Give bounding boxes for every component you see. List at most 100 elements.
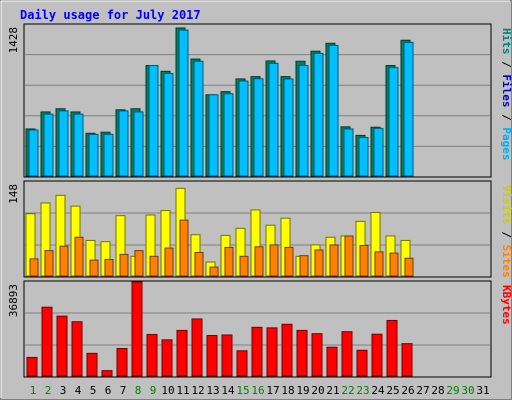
bar-sites-day-17 [269,244,279,277]
bar-sites-day-8 [134,250,144,277]
bar-kbytes-day-2 [41,306,53,377]
y-max-label-hits: 1428 [7,27,20,54]
bar-kbytes-day-20 [311,333,323,377]
bar-sites-day-15 [239,255,249,277]
x-tick-day-16: 16 [251,384,264,397]
bar-pages-day-13 [208,94,219,177]
legend-separator: / [500,55,512,75]
bar-kbytes-day-18 [281,323,293,377]
bar-pages-day-1 [28,129,39,177]
bar-pages-day-21 [328,44,339,177]
bar-pages-day-20 [313,52,324,177]
bar-sites-day-26 [404,257,414,277]
panel-visits: 148 Visits / Sites [7,180,512,278]
bar-sites-day-18 [284,246,294,277]
x-tick-day-30: 30 [461,384,474,397]
bar-pages-day-4 [73,113,84,177]
series-legend-visits: Visits / Sites [500,185,512,278]
bar-sites-day-2 [44,250,54,277]
bar-kbytes-day-1 [26,356,38,377]
bar-pages-day-9 [148,64,159,177]
bar-kbytes-day-8 [131,281,143,377]
bar-sites-day-3 [59,245,69,277]
x-tick-day-25: 25 [386,384,399,397]
chart-panels: 1428 Hits / Files / Pages 148 Visits / Site… [7,23,512,378]
bar-sites-day-10 [164,247,174,277]
bar-pages-day-5 [88,133,99,177]
bar-pages-day-17 [268,62,279,177]
x-tick-day-24: 24 [371,384,385,397]
series-legend-hits: Hits / Files / Pages [500,28,512,161]
bar-kbytes-day-12 [191,318,203,377]
bar-pages-day-25 [388,67,399,177]
bar-kbytes-day-10 [161,339,173,377]
x-tick-day-15: 15 [236,384,249,397]
x-tick-day-7: 7 [120,384,127,397]
x-tick-day-17: 17 [266,384,279,397]
bar-sites-day-13 [209,266,219,277]
bar-sites-day-9 [149,255,159,277]
x-tick-day-26: 26 [401,384,414,397]
bar-pages-day-16 [253,78,264,177]
x-tick-day-13: 13 [206,384,219,397]
x-tick-day-1: 1 [30,384,37,397]
bar-kbytes-day-13 [206,334,218,377]
bar-sites-day-12 [194,252,204,277]
y-max-label-kbytes: 36893 [7,284,20,317]
legend-visits: Visits [500,185,512,225]
bar-pages-day-14 [223,93,234,177]
x-tick-day-5: 5 [90,384,97,397]
x-tick-day-29: 29 [446,384,459,397]
legend-sites: Sites [500,245,512,278]
bar-kbytes-day-16 [251,326,263,377]
bar-sites-day-16 [254,246,264,277]
bar-pages-day-12 [193,60,204,177]
x-tick-day-11: 11 [176,384,189,397]
bar-sites-day-25 [389,252,399,277]
x-tick-day-3: 3 [60,384,67,397]
bar-kbytes-day-9 [146,333,158,377]
x-tick-day-6: 6 [105,384,112,397]
bar-pages-day-7 [118,110,129,177]
bar-kbytes-day-17 [266,327,278,377]
x-axis-labels: 1 2 3 4 5 6 7 8 9 10 11 12 13 14 15 16 17 18 19 20 21 22 23 24 2… [30,384,490,397]
bar-kbytes-day-23 [356,349,368,377]
legend-files: Files [500,74,512,107]
bar-kbytes-day-14 [221,334,233,377]
panel-hits: 1428 Hits / Files / Pages [7,23,512,178]
y-max-label-visits: 148 [7,184,20,204]
bar-pages-day-19 [298,64,309,177]
legend-kbytes: KBytes [500,285,512,325]
x-tick-day-2: 2 [45,384,52,397]
bar-kbytes-day-6 [101,370,113,377]
x-tick-day-18: 18 [281,384,294,397]
bar-pages-day-2 [43,113,54,177]
bar-sites-day-20 [314,249,324,277]
legend-hits: Hits [500,28,512,55]
bar-kbytes-day-19 [296,329,308,377]
bar-kbytes-day-3 [56,315,68,377]
panel-kbytes: 36893 KBytes [7,280,512,378]
x-tick-day-12: 12 [191,384,204,397]
bar-pages-day-11 [178,29,189,177]
bar-pages-day-18 [283,78,294,177]
bar-sites-day-5 [89,259,99,277]
bar-pages-day-24 [373,127,384,177]
bar-kbytes-day-24 [371,333,383,377]
bar-sites-day-22 [344,235,354,277]
x-tick-day-28: 28 [431,384,444,397]
bar-kbytes-day-15 [236,350,248,377]
x-tick-day-27: 27 [416,384,429,397]
bar-sites-day-6 [104,258,114,277]
bar-pages-day-6 [103,133,114,177]
bar-sites-day-24 [374,251,384,277]
x-tick-day-8: 8 [135,384,142,397]
x-tick-day-21: 21 [326,384,339,397]
bar-kbytes-day-21 [326,346,338,377]
x-tick-day-14: 14 [221,384,235,397]
bar-sites-day-14 [224,246,234,277]
bar-kbytes-day-26 [401,343,413,377]
bar-sites-day-1 [29,258,39,277]
bar-pages-day-23 [358,137,369,177]
